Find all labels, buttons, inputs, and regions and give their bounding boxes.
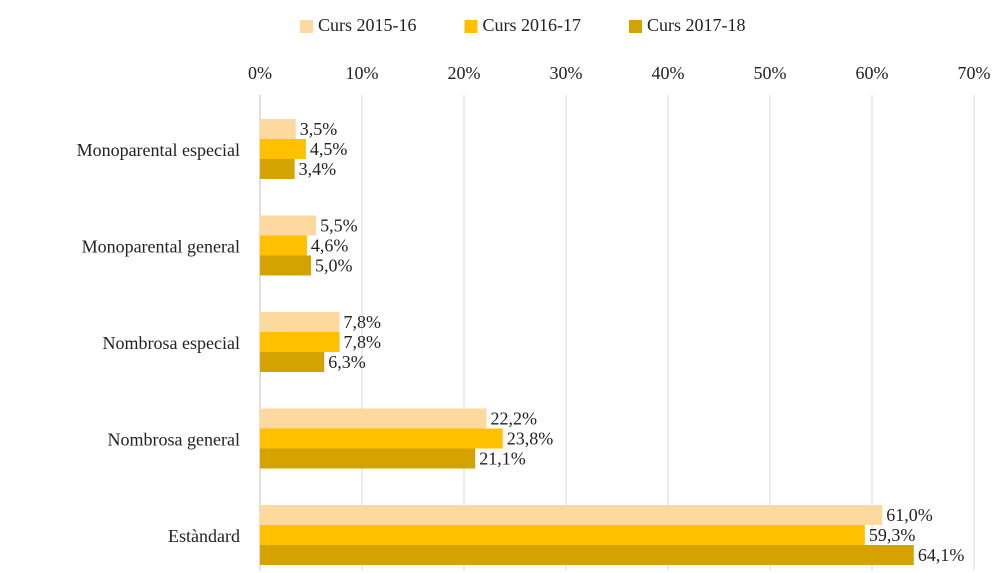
value-label: 4,5% [310, 139, 348, 159]
bar [260, 312, 340, 332]
bar [260, 448, 476, 469]
bar [260, 215, 317, 236]
bar [260, 235, 307, 256]
bar [260, 255, 311, 276]
value-label: 21,1% [479, 449, 525, 469]
bar [260, 428, 503, 449]
legend-label: Curs 2017-18 [647, 15, 746, 35]
bar [260, 332, 340, 352]
x-tick-label: 70% [958, 63, 991, 83]
value-label: 64,1% [918, 545, 965, 565]
legend-swatch [629, 20, 642, 33]
y-tick-label: Nombrosa especial [103, 333, 240, 353]
x-tick-label: 0% [248, 63, 272, 83]
value-label: 59,3% [869, 525, 916, 545]
bar [260, 505, 883, 525]
y-tick-label: Nombrosa general [108, 430, 240, 450]
x-tick-label: 40% [652, 63, 685, 83]
legend-swatch [464, 20, 478, 33]
value-label: 61,0% [886, 505, 933, 525]
legend-swatch [300, 20, 313, 33]
value-label: 7,8% [344, 332, 382, 352]
y-tick-label: Estàndard [168, 526, 240, 546]
value-label: 5,5% [320, 216, 358, 236]
value-label: 7,8% [344, 312, 382, 332]
value-label: 4,6% [311, 236, 349, 256]
value-label: 23,8% [507, 429, 554, 449]
bar [260, 159, 295, 179]
legend-label: Curs 2016-17 [483, 15, 582, 35]
value-label: 6,3% [328, 352, 366, 372]
bar [260, 139, 306, 159]
value-label: 3,5% [300, 119, 338, 139]
x-tick-label: 50% [754, 63, 787, 83]
bar [260, 525, 865, 545]
value-label: 3,4% [299, 159, 337, 179]
legend-label: Curs 2015-16 [318, 15, 417, 35]
value-label: 5,0% [315, 256, 353, 276]
x-tick-label: 10% [346, 63, 379, 83]
value-label: 22,2% [490, 409, 537, 429]
bar [260, 119, 296, 139]
bar [260, 352, 325, 372]
x-tick-label: 30% [550, 63, 583, 83]
bar [260, 545, 914, 565]
y-tick-label: Monoparental general [82, 237, 240, 257]
y-tick-label: Monoparental especial [77, 140, 240, 160]
x-tick-label: 20% [448, 63, 481, 83]
x-tick-label: 60% [856, 63, 889, 83]
bar [260, 408, 487, 429]
